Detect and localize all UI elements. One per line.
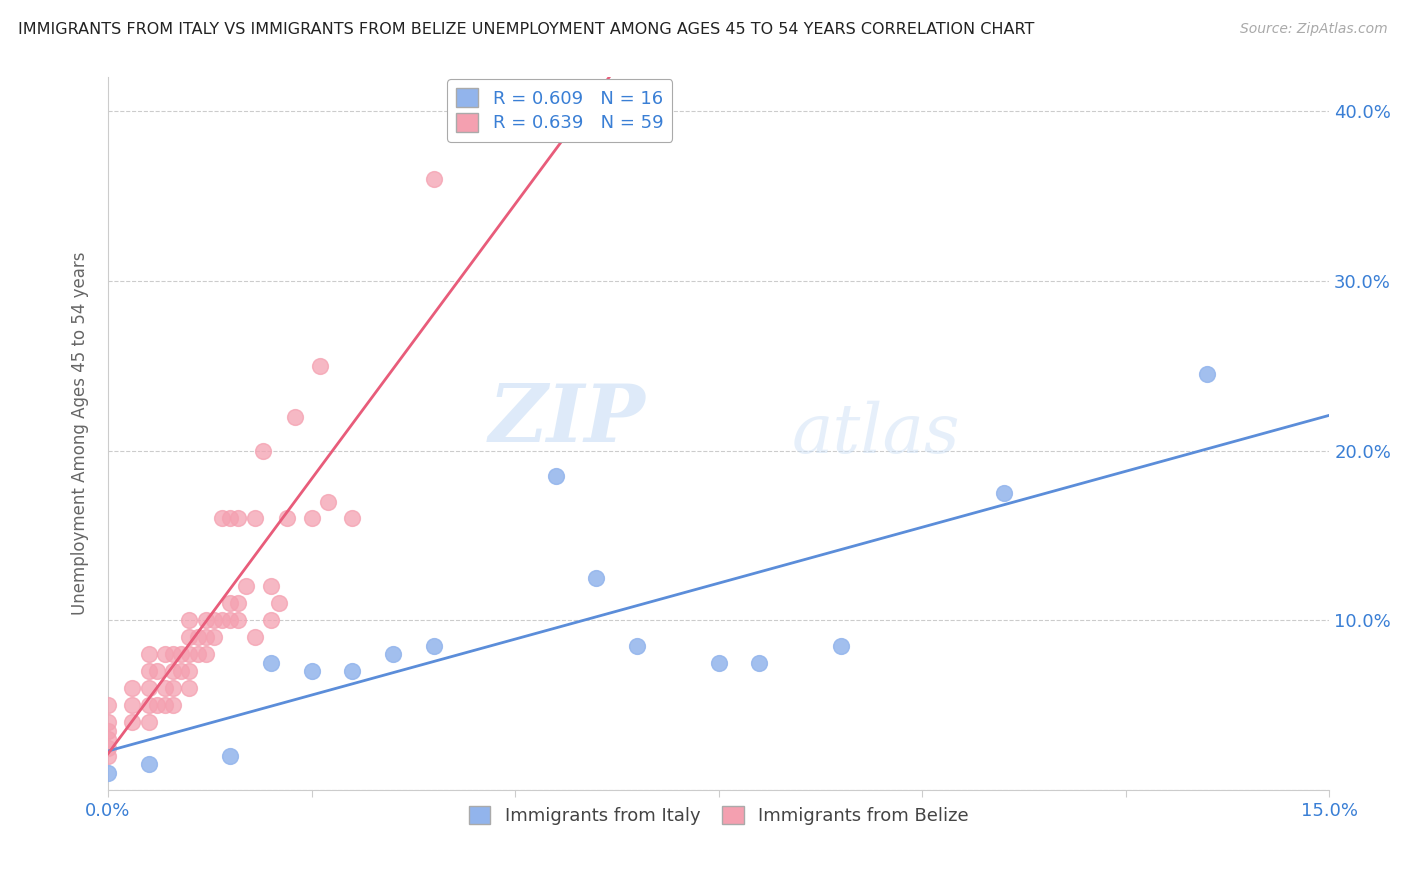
Point xyxy=(284,409,307,424)
Text: Source: ZipAtlas.com: Source: ZipAtlas.com xyxy=(1240,22,1388,37)
Point xyxy=(170,647,193,661)
Point xyxy=(194,647,217,661)
Point xyxy=(342,511,364,525)
Point xyxy=(308,359,330,373)
Point xyxy=(121,681,143,695)
Point xyxy=(162,681,184,695)
Point xyxy=(97,714,120,729)
Text: atlas: atlas xyxy=(792,401,960,467)
Legend: Immigrants from Italy, Immigrants from Belize: Immigrants from Italy, Immigrants from B… xyxy=(460,797,977,834)
Point xyxy=(252,443,274,458)
Point xyxy=(179,613,201,627)
Point xyxy=(97,723,120,738)
Point xyxy=(830,639,852,653)
Point xyxy=(146,698,169,712)
Point xyxy=(381,647,404,661)
Point xyxy=(138,757,160,772)
Point xyxy=(153,647,176,661)
Point xyxy=(121,714,143,729)
Point xyxy=(301,511,323,525)
Point xyxy=(235,579,257,593)
Point xyxy=(243,511,266,525)
Point xyxy=(179,647,201,661)
Point xyxy=(162,698,184,712)
Point xyxy=(585,571,607,585)
Point xyxy=(267,596,290,610)
Point xyxy=(179,664,201,678)
Point xyxy=(260,579,283,593)
Point xyxy=(97,749,120,764)
Point xyxy=(219,613,242,627)
Point xyxy=(316,494,339,508)
Point xyxy=(226,613,249,627)
Point xyxy=(260,613,283,627)
Point xyxy=(194,630,217,644)
Point xyxy=(97,698,120,712)
Point xyxy=(422,639,444,653)
Point xyxy=(153,681,176,695)
Point xyxy=(162,647,184,661)
Point xyxy=(1197,368,1219,382)
Point xyxy=(179,630,201,644)
Point xyxy=(97,740,120,755)
Point xyxy=(211,511,233,525)
Point xyxy=(162,664,184,678)
Point xyxy=(138,664,160,678)
Point xyxy=(138,681,160,695)
Point xyxy=(202,630,225,644)
Point xyxy=(170,664,193,678)
Point xyxy=(138,647,160,661)
Point xyxy=(138,698,160,712)
Point xyxy=(226,511,249,525)
Point xyxy=(97,732,120,747)
Point xyxy=(219,749,242,764)
Point xyxy=(219,511,242,525)
Point xyxy=(422,172,444,186)
Point xyxy=(544,469,567,483)
Point xyxy=(342,664,364,678)
Point xyxy=(993,486,1015,500)
Point xyxy=(138,714,160,729)
Point xyxy=(202,613,225,627)
Point xyxy=(243,630,266,644)
Point xyxy=(194,613,217,627)
Point xyxy=(187,647,209,661)
Text: ZIP: ZIP xyxy=(488,381,645,458)
Point xyxy=(121,698,143,712)
Point xyxy=(179,681,201,695)
Point xyxy=(153,698,176,712)
Point xyxy=(707,656,730,670)
Point xyxy=(626,639,648,653)
Point xyxy=(301,664,323,678)
Point xyxy=(187,630,209,644)
Point xyxy=(146,664,169,678)
Point xyxy=(260,656,283,670)
Point xyxy=(226,596,249,610)
Point xyxy=(97,766,120,780)
Point xyxy=(219,596,242,610)
Text: IMMIGRANTS FROM ITALY VS IMMIGRANTS FROM BELIZE UNEMPLOYMENT AMONG AGES 45 TO 54: IMMIGRANTS FROM ITALY VS IMMIGRANTS FROM… xyxy=(18,22,1035,37)
Point xyxy=(211,613,233,627)
Point xyxy=(276,511,298,525)
Y-axis label: Unemployment Among Ages 45 to 54 years: Unemployment Among Ages 45 to 54 years xyxy=(72,252,89,615)
Point xyxy=(748,656,770,670)
